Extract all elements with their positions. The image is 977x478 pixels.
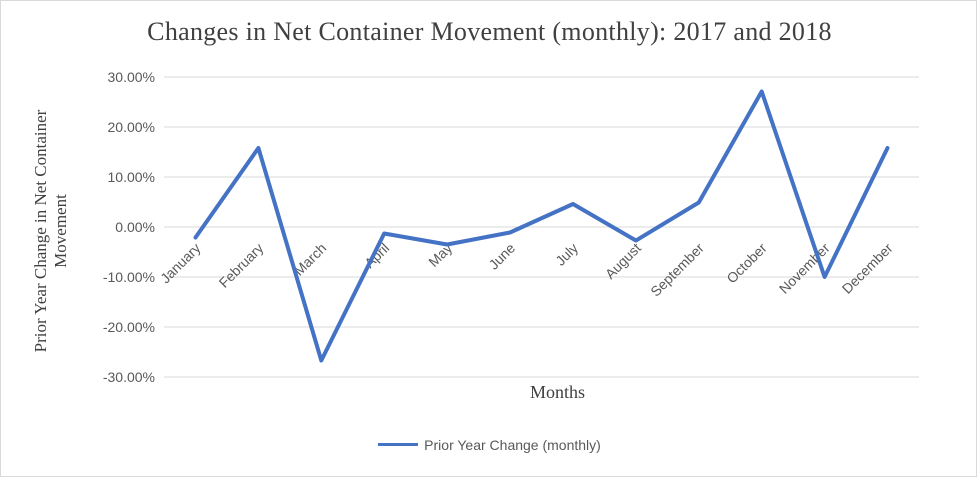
y-tick-label: -30.00%: [103, 369, 155, 385]
y-tick-label: -10.00%: [103, 269, 155, 285]
x-tick-label: October: [723, 240, 770, 287]
y-tick-label: 10.00%: [108, 169, 155, 185]
series-line: [193, 89, 890, 363]
x-axis-label: Months: [529, 382, 585, 402]
x-tick-label: December: [839, 240, 896, 297]
x-tick-label: November: [776, 240, 833, 297]
x-tick-label: August: [602, 240, 644, 282]
x-tick-label: September: [647, 240, 707, 300]
chart-title: Changes in Net Container Movement (month…: [147, 17, 832, 46]
legend-label: Prior Year Change (monthly): [424, 437, 601, 453]
legend: Prior Year Change (monthly): [1, 437, 977, 453]
legend-swatch: [378, 442, 419, 446]
y-tick-label: -20.00%: [103, 319, 155, 335]
x-tick-label: January: [157, 240, 204, 287]
y-tick-label: 0.00%: [115, 219, 155, 235]
y-tick-label: 20.00%: [108, 119, 155, 135]
x-tick-label: February: [216, 240, 267, 291]
x-tick-label: July: [552, 240, 581, 269]
y-tick-label: 30.00%: [108, 69, 155, 85]
x-tick-label: June: [485, 240, 518, 273]
